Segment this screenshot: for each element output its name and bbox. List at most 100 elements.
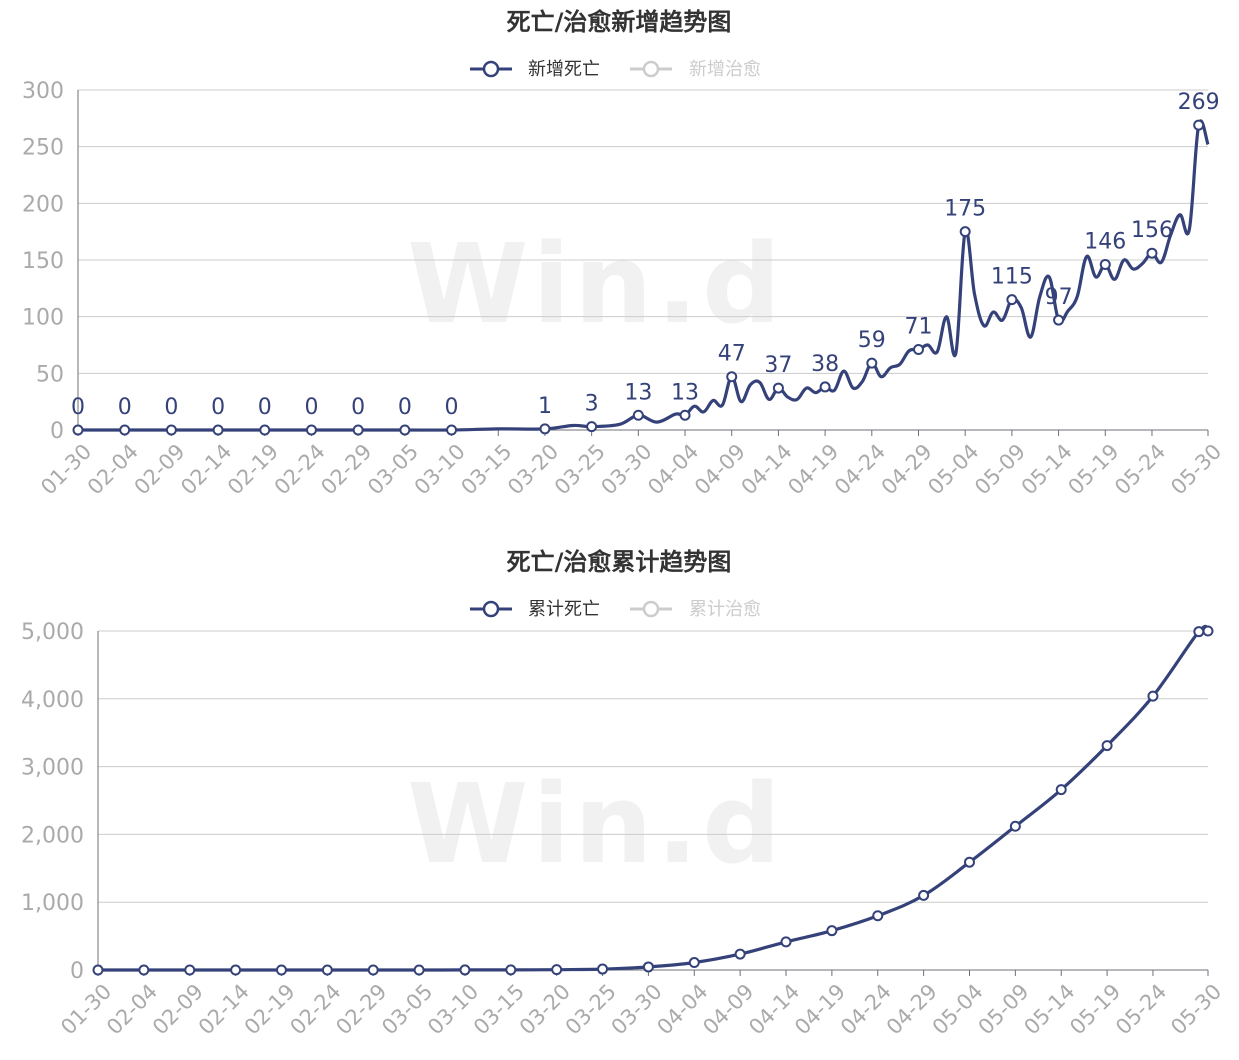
legend-item-deaths[interactable]: 累计死亡: [470, 599, 600, 620]
x-tick-label: 02-09: [148, 979, 208, 1039]
x-tick-label: 05-24: [1111, 979, 1171, 1039]
data-label: 1: [538, 394, 552, 419]
data-point[interactable]: [367, 964, 379, 976]
data-point[interactable]: [963, 856, 975, 868]
data-point[interactable]: [259, 424, 271, 436]
data-point[interactable]: [551, 964, 563, 976]
data-point[interactable]: [688, 957, 700, 969]
y-tick-label: 300: [22, 79, 64, 104]
legend-item-recovered[interactable]: 新增治愈: [630, 59, 761, 80]
legend[interactable]: 累计死亡 累计治愈: [470, 599, 761, 620]
data-point[interactable]: [1099, 259, 1111, 271]
data-point[interactable]: [1146, 247, 1158, 259]
data-point[interactable]: [872, 910, 884, 922]
data-point[interactable]: [165, 424, 177, 436]
data-point[interactable]: [772, 382, 784, 394]
data-point[interactable]: [352, 424, 364, 436]
x-tick-label: 05-30: [1166, 439, 1226, 499]
data-label: 175: [944, 197, 986, 222]
data-point[interactable]: [826, 925, 838, 937]
data-point[interactable]: [459, 964, 471, 976]
data-point[interactable]: [539, 423, 551, 435]
data-point[interactable]: [505, 964, 517, 976]
x-tick-label: 03-10: [423, 979, 483, 1039]
y-tick-label: 200: [22, 192, 64, 217]
data-label: 71: [904, 315, 932, 340]
data-point[interactable]: [399, 424, 411, 436]
data-point[interactable]: [275, 964, 287, 976]
data-label: 97: [1045, 285, 1073, 310]
legend-item-recovered[interactable]: 累计治愈: [630, 599, 761, 620]
data-point[interactable]: [72, 424, 84, 436]
x-tick-label: 03-20: [515, 979, 575, 1039]
data-point[interactable]: [119, 424, 131, 436]
data-point[interactable]: [1055, 784, 1067, 796]
chart-title: 死亡/治愈新增趋势图: [507, 8, 732, 36]
data-point[interactable]: [726, 371, 738, 383]
watermark: Win.d: [407, 760, 785, 888]
data-point[interactable]: [819, 381, 831, 393]
data-point[interactable]: [1053, 314, 1065, 326]
x-tick-label: 05-04: [923, 439, 983, 499]
data-point[interactable]: [912, 344, 924, 356]
data-point[interactable]: [230, 964, 242, 976]
data-point[interactable]: [959, 226, 971, 238]
data-point[interactable]: [1193, 119, 1205, 131]
x-tick-label: 03-25: [561, 979, 621, 1039]
x-tick-label: 05-14: [1017, 439, 1077, 499]
data-point[interactable]: [1147, 690, 1159, 702]
data-point[interactable]: [1101, 740, 1113, 752]
data-point[interactable]: [1009, 820, 1021, 832]
data-point[interactable]: [1193, 626, 1205, 638]
data-label: 59: [858, 328, 886, 353]
data-point[interactable]: [780, 936, 792, 948]
watermark: Win.d: [407, 220, 785, 348]
y-tick-label: 150: [22, 249, 64, 274]
x-tick-label: 04-09: [690, 439, 750, 499]
legend[interactable]: 新增死亡 新增治愈: [470, 59, 761, 80]
x-tick-label: 03-05: [377, 979, 437, 1039]
data-point[interactable]: [679, 409, 691, 421]
data-label: 0: [351, 395, 365, 420]
x-tick-label: 01-30: [56, 979, 116, 1039]
data-point[interactable]: [642, 961, 654, 973]
legend-item-deaths[interactable]: 新增死亡: [470, 59, 600, 80]
data-point[interactable]: [1006, 294, 1018, 306]
y-axis: 0 1,000 2,000 3,000 4,000 5,000: [21, 620, 84, 984]
data-point[interactable]: [866, 357, 878, 369]
x-tick-label: 05-24: [1110, 439, 1170, 499]
data-point[interactable]: [632, 409, 644, 421]
data-point[interactable]: [1202, 625, 1214, 637]
data-point[interactable]: [446, 424, 458, 436]
x-tick-label: 04-29: [877, 439, 937, 499]
data-point[interactable]: [597, 963, 609, 975]
data-point[interactable]: [212, 424, 224, 436]
data-label: 0: [445, 395, 459, 420]
data-label: 0: [211, 395, 225, 420]
x-tick-label: 04-19: [783, 439, 843, 499]
x-tick-label: 03-25: [550, 439, 610, 499]
data-point[interactable]: [305, 424, 317, 436]
data-point[interactable]: [138, 964, 150, 976]
grid: [97, 630, 1208, 971]
legend-label: 累计死亡: [528, 599, 600, 620]
data-point[interactable]: [586, 421, 598, 433]
x-tick-label: 03-30: [596, 439, 656, 499]
y-tick-label: 3,000: [21, 756, 84, 781]
x-tick-label: 02-24: [285, 979, 345, 1039]
x-tick-label: 05-19: [1063, 439, 1123, 499]
x-tick-label: 05-09: [970, 439, 1030, 499]
data-point[interactable]: [918, 889, 930, 901]
data-point[interactable]: [92, 964, 104, 976]
data-point[interactable]: [184, 964, 196, 976]
data-label: 0: [118, 395, 132, 420]
y-tick-label: 50: [36, 362, 64, 387]
series-deaths: [92, 624, 1214, 976]
x-tick-label: 04-14: [737, 439, 797, 499]
data-point[interactable]: [321, 964, 333, 976]
x-tick-label: 05-14: [1019, 979, 1079, 1039]
data-point[interactable]: [413, 964, 425, 976]
data-point[interactable]: [734, 948, 746, 960]
x-tick-label: 01-30: [36, 439, 96, 499]
